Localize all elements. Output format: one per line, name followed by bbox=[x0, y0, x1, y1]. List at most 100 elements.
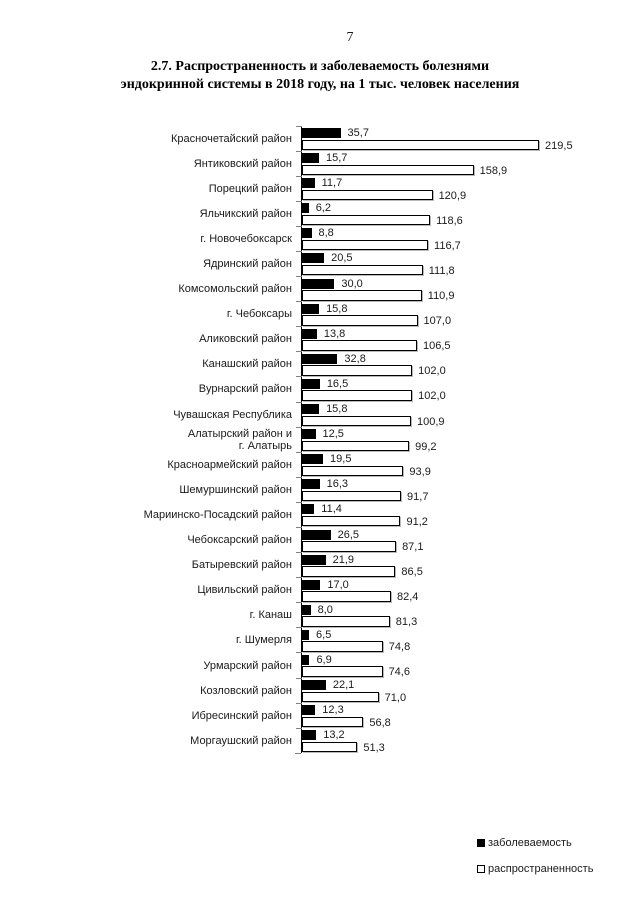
prevalence-bar bbox=[302, 390, 413, 401]
prevalence-bar bbox=[302, 365, 413, 376]
category-bars: 22,1 71,0 bbox=[296, 677, 620, 704]
incidence-value-label: 8,8 bbox=[318, 227, 334, 240]
prevalence-value-label: 99,2 bbox=[415, 440, 437, 453]
category-bars: 12,5 99,2 bbox=[296, 426, 620, 453]
chart-row: Комсомольский район 30,0 110,9 bbox=[0, 276, 620, 302]
incidence-value-label: 35,7 bbox=[347, 127, 369, 139]
prevalence-bar bbox=[302, 340, 418, 351]
incidence-bar bbox=[302, 504, 315, 515]
incidence-bar bbox=[302, 579, 321, 590]
category-bars: 32,8 102,0 bbox=[296, 351, 620, 378]
prevalence-value-label: 82,4 bbox=[396, 591, 419, 604]
category-bars: 13,2 51,3 bbox=[296, 727, 620, 754]
prevalence-bar bbox=[302, 566, 396, 577]
incidence-value-label: 32,8 bbox=[344, 352, 366, 365]
incidence-bar bbox=[302, 303, 320, 314]
prevalence-value-label: 102,0 bbox=[418, 365, 446, 378]
chart-row: Красночетайский район 35,7 219,5 bbox=[0, 125, 620, 152]
prevalence-value-label: 91,7 bbox=[407, 490, 429, 503]
category-bars: 16,5 102,0 bbox=[296, 376, 620, 403]
prevalence-bar bbox=[302, 641, 383, 652]
page-number: 7 bbox=[346, 30, 354, 45]
incidence-value-label: 16,5 bbox=[326, 377, 349, 390]
incidence-bar bbox=[302, 153, 319, 164]
category-bars: 8,8 116,7 bbox=[296, 225, 620, 252]
prevalence-bar bbox=[302, 591, 391, 602]
incidence-value-label: 30,0 bbox=[341, 277, 363, 290]
prevalence-value-label: 116,7 bbox=[434, 239, 461, 252]
incidence-value-label: 13,2 bbox=[323, 729, 345, 742]
prevalence-value-label: 87,1 bbox=[402, 541, 424, 553]
incidence-bar bbox=[302, 654, 310, 665]
category-label: Аликовский район bbox=[199, 333, 292, 346]
incidence-bar bbox=[302, 404, 320, 415]
category-bars: 26,5 87,1 bbox=[296, 526, 620, 553]
incidence-value-label: 21,9 bbox=[332, 553, 355, 566]
prevalence-bar bbox=[302, 465, 404, 477]
category-bars: 12,3 56,8 bbox=[296, 702, 620, 729]
prevalence-bar bbox=[302, 290, 422, 301]
incidence-value-label: 6,5 bbox=[316, 628, 332, 641]
category-label: Чувашская Республика bbox=[173, 408, 292, 421]
chart-row: Чувашская Республика 15,8 100,9 bbox=[0, 401, 620, 428]
prevalence-value-label: 56,8 bbox=[369, 716, 391, 729]
incidence-value-label: 19,5 bbox=[330, 453, 352, 466]
category-label: Красночетайский район bbox=[171, 132, 292, 145]
category-label: Канашский район bbox=[202, 358, 292, 371]
prevalence-value-label: 93,9 bbox=[409, 465, 431, 478]
legend-item-prevalence: распространенность bbox=[477, 863, 593, 875]
incidence-bar bbox=[302, 629, 310, 640]
prevalence-bar bbox=[302, 490, 402, 502]
category-bars: 17,0 82,4 bbox=[296, 577, 620, 604]
incidence-bar bbox=[302, 128, 341, 138]
category-bars: 20,5 111,8 bbox=[296, 250, 620, 277]
category-bars: 15,7 158,9 bbox=[296, 150, 620, 177]
category-bars: 8,0 81,3 bbox=[296, 602, 620, 628]
chart-row: Янтиковский район 15,7 158,9 bbox=[0, 150, 620, 177]
prevalence-value-label: 120,9 bbox=[438, 189, 467, 202]
incidence-value-label: 13,8 bbox=[323, 327, 346, 340]
prevalence-bar bbox=[302, 315, 418, 326]
prevalence-value-label: 111,8 bbox=[428, 264, 455, 277]
prevalence-bar bbox=[302, 264, 423, 276]
incidence-bar bbox=[302, 454, 324, 465]
prevalence-swatch-icon bbox=[477, 865, 485, 873]
category-bars: 35,7 219,5 bbox=[296, 125, 620, 152]
prevalence-bar bbox=[302, 239, 429, 251]
category-label: Батыревский район bbox=[191, 559, 292, 572]
category-label: Алатырский район и г. Алатырь bbox=[187, 427, 292, 452]
incidence-value-label: 12,5 bbox=[322, 428, 344, 441]
category-bars: 19,5 93,9 bbox=[296, 451, 620, 478]
chart-row: г. Шумерля 6,5 74,8 bbox=[0, 627, 620, 653]
category-label: г. Чебоксары bbox=[226, 308, 292, 321]
prevalence-value-label: 106,5 bbox=[423, 340, 451, 353]
category-label: Цивильский район bbox=[197, 584, 292, 597]
category-bars: 15,8 100,9 bbox=[296, 401, 620, 428]
category-label: Козловский район bbox=[200, 684, 292, 697]
category-bars: 13,8 106,5 bbox=[296, 326, 620, 353]
chart-title-line-2: эндокринной системы в 2018 году, на 1 ты… bbox=[120, 77, 520, 92]
prevalence-bar bbox=[302, 541, 397, 552]
incidence-bar bbox=[302, 203, 309, 214]
chart-row: Козловский район 22,1 71,0 bbox=[0, 677, 620, 704]
legend-item-incidence: заболеваемость bbox=[477, 837, 593, 849]
incidence-value-label: 6,9 bbox=[316, 653, 332, 666]
incidence-bar bbox=[302, 353, 338, 364]
category-bars: 15,8 107,0 bbox=[296, 301, 620, 327]
category-bars: 6,2 118,6 bbox=[296, 200, 620, 227]
category-label: Вурнарский район bbox=[198, 383, 292, 396]
prevalence-bar bbox=[302, 666, 383, 677]
category-label: Ядринский район bbox=[203, 258, 292, 271]
prevalence-value-label: 118,6 bbox=[436, 214, 463, 227]
chart-plot-area: Красночетайский район 35,7 219,5 Янтиковски… bbox=[0, 125, 620, 754]
incidence-bar bbox=[302, 604, 311, 615]
chart-row: Цивильский район 17,0 82,4 bbox=[0, 577, 620, 604]
prevalence-bar bbox=[302, 616, 390, 627]
category-label: Урмарский район bbox=[203, 659, 292, 672]
prevalence-bar bbox=[302, 691, 379, 703]
chart-row: г. Новочебоксарск 8,8 116,7 bbox=[0, 225, 620, 252]
prevalence-bar bbox=[302, 515, 401, 527]
incidence-value-label: 11,4 bbox=[321, 503, 342, 516]
prevalence-value-label: 158,9 bbox=[479, 164, 508, 177]
incidence-bar bbox=[302, 278, 335, 289]
